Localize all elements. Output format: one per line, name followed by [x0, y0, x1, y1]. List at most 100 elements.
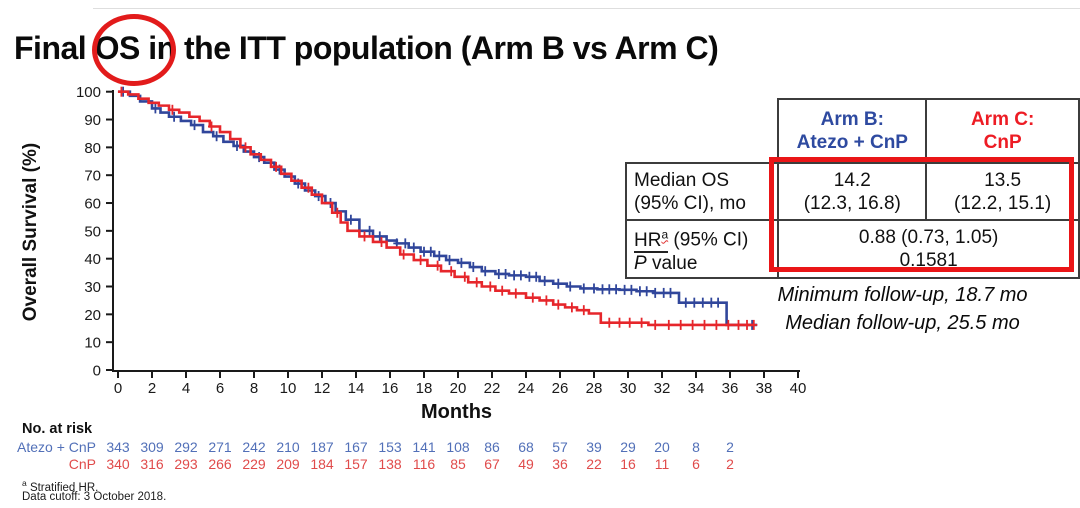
- x-tick-label: 40: [790, 380, 807, 397]
- p-italic: P: [634, 252, 647, 274]
- x-tick-label: 38: [756, 380, 773, 397]
- y-tick-label: 10: [84, 335, 101, 352]
- at-risk-value: 153: [378, 439, 402, 455]
- at-risk-value: 116: [412, 456, 436, 472]
- x-tick-label: 16: [382, 380, 399, 397]
- hr-pvalue-label-cell: HRa (95% CI) P value: [624, 219, 780, 279]
- median-os-label-line1: Median OS: [634, 169, 730, 191]
- median-os-arm-c-cell: 13.5 (12.2, 15.1): [925, 162, 1080, 221]
- p-rest: value: [646, 252, 698, 274]
- y-tick-label: 80: [84, 140, 101, 157]
- at-risk-value: 266: [208, 456, 232, 472]
- at-risk-value: 29: [620, 439, 636, 455]
- y-tick-label: 100: [76, 84, 101, 101]
- footnote-stratified-hr: a Stratified HR.: [22, 478, 99, 494]
- at-risk-value: 36: [552, 456, 568, 472]
- median-followup-note: Median follow-up, 25.5 mo: [785, 312, 1020, 334]
- at-risk-value: 210: [276, 439, 300, 455]
- y-axis-label: Overall Survival (%): [20, 142, 41, 322]
- y-tick-label: 90: [84, 112, 101, 129]
- at-risk-value: 229: [242, 456, 266, 472]
- at-risk-value: 22: [586, 456, 602, 472]
- hr-abbrev: HRa: [634, 227, 669, 253]
- at-risk-value: 157: [344, 456, 368, 472]
- x-tick-label: 30: [620, 380, 637, 397]
- x-tick-label: 22: [484, 380, 501, 397]
- followup-notes: Minimum follow-up, 18.7 mo Median follow…: [735, 281, 1070, 337]
- at-risk-value: 49: [518, 456, 534, 472]
- x-tick-label: 26: [552, 380, 569, 397]
- at-risk-value: 39: [586, 439, 602, 455]
- at-risk-value: 86: [484, 439, 500, 455]
- at-risk-value: 167: [344, 439, 368, 455]
- median-os-arm-b-value: 14.2: [833, 169, 871, 191]
- at-risk-value: 11: [654, 456, 670, 472]
- arm-c-header-line1: Arm C:: [970, 109, 1035, 130]
- median-os-arm-b-cell: 14.2 (12.3, 16.8): [777, 162, 928, 221]
- x-tick-label: 34: [688, 380, 705, 397]
- arm-b-header-line1: Arm B:: [820, 109, 884, 130]
- x-tick-label: 0: [114, 380, 122, 397]
- at-risk-value: 6: [692, 456, 700, 472]
- x-tick-label: 6: [216, 380, 224, 397]
- x-tick-label: 32: [654, 380, 671, 397]
- at-risk-value: 184: [310, 456, 334, 472]
- x-tick-label: 14: [348, 380, 365, 397]
- at-risk-value: 209: [276, 456, 300, 472]
- median-os-arm-b-ci: (12.3, 16.8): [803, 192, 901, 214]
- hr-value: 0.88 (0.73, 1.05): [858, 227, 999, 248]
- x-tick-label: 28: [586, 380, 603, 397]
- summary-table-header-arm-c: Arm C: CnP: [925, 98, 1080, 164]
- title-suffix: in the ITT population (Arm B vs Arm C): [139, 30, 719, 66]
- at-risk-value: 138: [378, 456, 402, 472]
- y-tick-label: 20: [84, 307, 101, 324]
- hr-ci-label: (95% CI): [668, 229, 749, 251]
- at-risk-value: 340: [106, 456, 130, 472]
- at-risk-value: 271: [208, 439, 232, 455]
- median-os-arm-c-value: 13.5: [984, 169, 1022, 191]
- at-risk-value: 67: [484, 456, 500, 472]
- at-risk-value: 2: [726, 456, 734, 472]
- hr-pvalue-value-cell: 0.88 (0.73, 1.05) 0.1581: [777, 219, 1080, 279]
- pvalue-label-line: P value: [634, 252, 773, 275]
- median-os-arm-c-ci: (12.2, 15.1): [954, 192, 1052, 214]
- median-os-label-line2: (95% CI), mo: [634, 192, 746, 214]
- footnote-data-cutoff: Data cutoff: 3 October 2018.: [22, 491, 167, 503]
- at-risk-value: 316: [140, 456, 164, 472]
- summary-table-empty-cell: [626, 99, 778, 163]
- arm-c-header-line2: CnP: [983, 132, 1022, 153]
- summary-table: Arm B: Atezo + CnP Arm C: CnP Median OS …: [624, 98, 1080, 279]
- summary-table-header-arm-b: Arm B: Atezo + CnP: [777, 98, 928, 164]
- slide-top-divider: [93, 8, 1080, 9]
- median-os-label-cell: Median OS (95% CI), mo: [624, 162, 780, 221]
- title-prefix: Final: [14, 30, 95, 66]
- at-risk-value: 85: [450, 456, 466, 472]
- x-tick-label: 4: [182, 380, 190, 397]
- y-tick-label: 30: [84, 279, 101, 296]
- p-value: 0.1581: [899, 250, 958, 271]
- x-tick-label: 2: [148, 380, 156, 397]
- at-risk-row-label: Atezo + CnP: [17, 439, 96, 455]
- at-risk-value: 141: [412, 439, 436, 455]
- at-risk-value: 309: [140, 439, 164, 455]
- hr-footnote-marker: a: [661, 227, 669, 242]
- x-tick-label: 36: [722, 380, 739, 397]
- at-risk-value: 108: [446, 439, 470, 455]
- x-tick-label: 12: [314, 380, 331, 397]
- footnote-marker: a: [22, 478, 27, 488]
- at-risk-value: 242: [242, 439, 266, 455]
- hr-label-line: HRa (95% CI): [634, 223, 773, 253]
- x-tick-label: 24: [518, 380, 535, 397]
- at-risk-value: 68: [518, 439, 534, 455]
- x-axis-label: Months: [420, 401, 493, 423]
- at-risk-value: 343: [106, 439, 130, 455]
- x-tick-label: 8: [250, 380, 258, 397]
- at-risk-row-label: CnP: [68, 456, 96, 472]
- at-risk-value: 57: [552, 439, 568, 455]
- x-tick-label: 10: [280, 380, 297, 397]
- at-risk-value: 187: [310, 439, 334, 455]
- at-risk-value: 293: [174, 456, 198, 472]
- x-tick-label: 20: [450, 380, 467, 397]
- y-tick-label: 60: [84, 196, 101, 213]
